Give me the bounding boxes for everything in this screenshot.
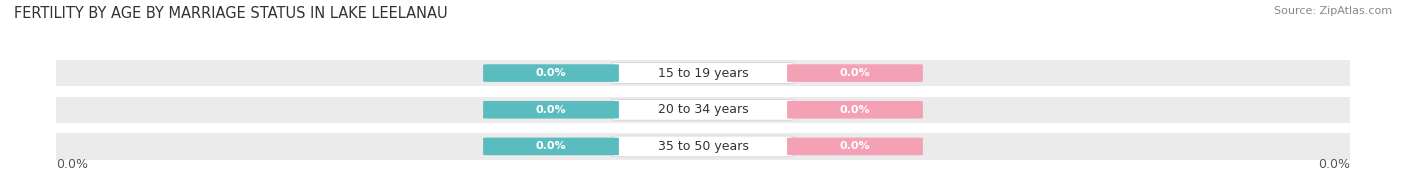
Bar bbox=[56, 133, 1350, 160]
FancyBboxPatch shape bbox=[484, 101, 619, 119]
Bar bbox=[56, 60, 1350, 86]
Text: 0.0%: 0.0% bbox=[839, 105, 870, 115]
Text: 15 to 19 years: 15 to 19 years bbox=[658, 67, 748, 80]
FancyBboxPatch shape bbox=[613, 136, 793, 157]
Text: Source: ZipAtlas.com: Source: ZipAtlas.com bbox=[1274, 6, 1392, 16]
FancyBboxPatch shape bbox=[613, 99, 793, 120]
FancyBboxPatch shape bbox=[787, 101, 922, 119]
FancyBboxPatch shape bbox=[484, 138, 619, 155]
Text: 20 to 34 years: 20 to 34 years bbox=[658, 103, 748, 116]
Text: 0.0%: 0.0% bbox=[536, 105, 567, 115]
Text: 0.0%: 0.0% bbox=[536, 68, 567, 78]
Text: 0.0%: 0.0% bbox=[1317, 158, 1350, 171]
Text: 0.0%: 0.0% bbox=[839, 68, 870, 78]
Bar bbox=[56, 97, 1350, 123]
Text: 35 to 50 years: 35 to 50 years bbox=[658, 140, 748, 153]
Text: FERTILITY BY AGE BY MARRIAGE STATUS IN LAKE LEELANAU: FERTILITY BY AGE BY MARRIAGE STATUS IN L… bbox=[14, 6, 447, 21]
FancyBboxPatch shape bbox=[787, 138, 922, 155]
FancyBboxPatch shape bbox=[484, 64, 619, 82]
Text: 0.0%: 0.0% bbox=[839, 142, 870, 152]
FancyBboxPatch shape bbox=[787, 64, 922, 82]
Text: 0.0%: 0.0% bbox=[56, 158, 89, 171]
Text: 0.0%: 0.0% bbox=[536, 142, 567, 152]
FancyBboxPatch shape bbox=[613, 63, 793, 83]
